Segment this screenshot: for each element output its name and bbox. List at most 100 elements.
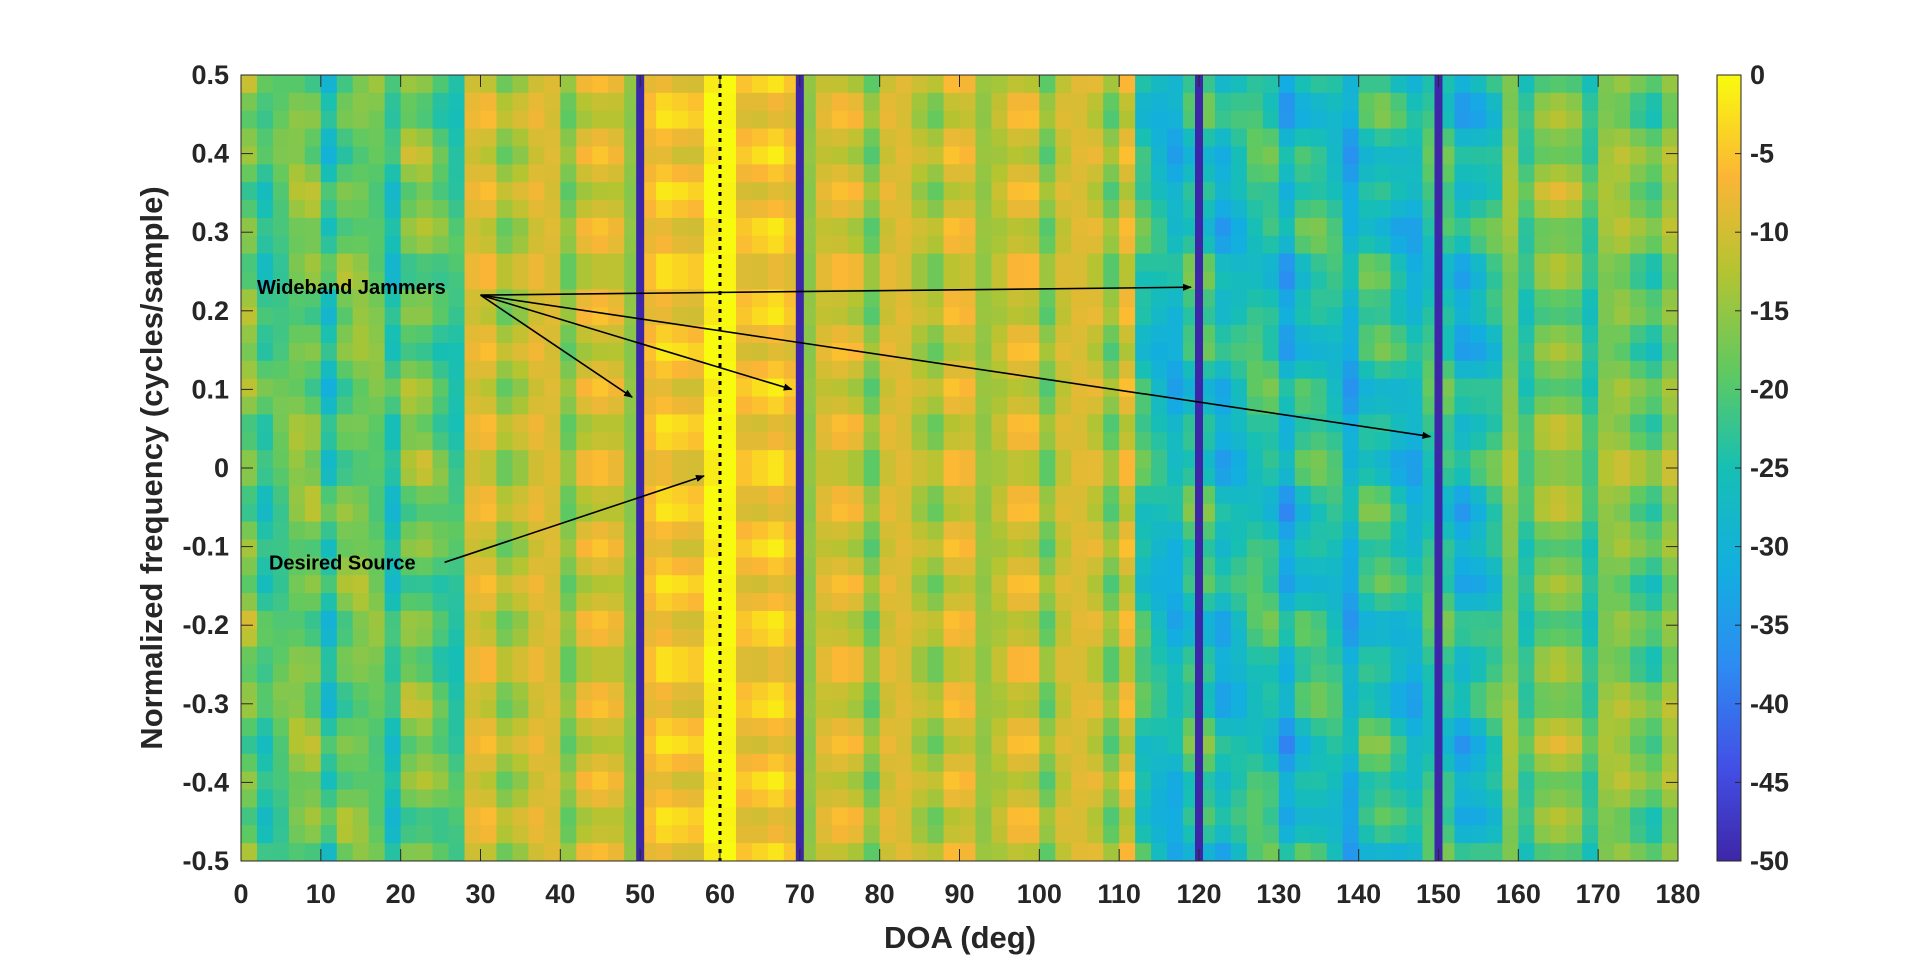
heatmap-cell	[735, 235, 753, 255]
heatmap-cell	[336, 128, 354, 148]
heatmap-cell	[1454, 325, 1472, 344]
heatmap-cell	[1007, 646, 1024, 666]
heatmap-cell	[1518, 789, 1535, 809]
heatmap-cell	[1470, 450, 1487, 469]
x-tick-label: 150	[1416, 879, 1461, 909]
heatmap-cell	[272, 217, 290, 237]
heatmap-cell	[831, 843, 849, 861]
heatmap-cell	[1230, 360, 1248, 380]
heatmap-cell	[1582, 610, 1599, 630]
heatmap-cell	[1518, 503, 1535, 523]
heatmap-cell	[1230, 771, 1248, 791]
heatmap-cell	[1630, 593, 1647, 612]
heatmap-cell	[991, 307, 1008, 326]
heatmap-cell	[1294, 450, 1312, 469]
heatmap-cell	[1646, 735, 1663, 755]
heatmap-cell	[544, 825, 561, 844]
heatmap-cell	[1007, 75, 1024, 94]
heatmap-cell	[1262, 110, 1280, 130]
heatmap-cell	[336, 414, 354, 433]
heatmap-cell	[1055, 325, 1072, 344]
heatmap-cell	[863, 235, 881, 255]
heatmap-cell	[1374, 217, 1392, 237]
heatmap-cell	[1470, 235, 1487, 255]
heatmap-cell	[895, 253, 913, 273]
heatmap-cell	[799, 289, 817, 308]
heatmap-cell	[1518, 843, 1535, 861]
heatmap-cell	[704, 396, 721, 416]
heatmap-cell	[1310, 753, 1328, 773]
heatmap-cell	[352, 307, 370, 326]
heatmap-cell	[1662, 503, 1678, 523]
heatmap-cell	[751, 182, 769, 201]
heatmap-cell	[1374, 628, 1392, 648]
heatmap-cell	[416, 789, 434, 809]
heatmap-cell	[1039, 92, 1056, 112]
heatmap-cell	[368, 75, 386, 94]
heatmap-cell	[1502, 700, 1519, 719]
heatmap-cell	[1007, 325, 1024, 344]
heatmap-cell	[1566, 396, 1583, 416]
heatmap-cell	[1262, 289, 1280, 308]
heatmap-cell	[927, 414, 945, 433]
heatmap-cell	[1278, 539, 1296, 558]
annotation-arrow	[480, 283, 1192, 296]
heatmap-cell	[544, 271, 561, 290]
heatmap-cell	[879, 843, 897, 861]
heatmap-cell	[1167, 825, 1184, 844]
heatmap-cell	[464, 342, 482, 362]
heatmap-cell	[1358, 325, 1376, 344]
heatmap-cell	[1614, 200, 1631, 219]
heatmap-cell	[400, 735, 418, 755]
x-axis-label: DOA (deg)	[884, 920, 1036, 955]
heatmap-cell	[1007, 414, 1024, 433]
heatmap-cell	[1374, 468, 1392, 487]
heatmap-cell	[1502, 128, 1519, 148]
heatmap-cell	[1598, 807, 1615, 826]
heatmap-cell	[1071, 646, 1088, 666]
heatmap-cell	[608, 217, 625, 237]
heatmap-cell	[464, 378, 482, 398]
heatmap-cell	[1294, 146, 1312, 165]
heatmap-cell	[672, 557, 689, 576]
heatmap-cell	[1007, 682, 1024, 701]
heatmap-cell	[384, 432, 402, 451]
heatmap-cell	[815, 92, 833, 112]
heatmap-cell	[720, 807, 737, 826]
heatmap-cell	[1630, 468, 1647, 487]
heatmap-cell	[640, 128, 657, 148]
heatmap-cell	[256, 307, 274, 326]
heatmap-cell	[799, 485, 817, 505]
heatmap-cell	[1390, 342, 1408, 362]
heatmap-cell	[1310, 128, 1328, 148]
heatmap-cell	[1406, 75, 1424, 94]
heatmap-cell	[879, 521, 897, 541]
heatmap-cell	[368, 843, 386, 861]
heatmap-cell	[1342, 468, 1360, 487]
heatmap-cell	[911, 628, 929, 648]
heatmap-cell	[1374, 753, 1392, 773]
heatmap-cell	[1055, 557, 1072, 576]
heatmap-cell	[448, 682, 466, 701]
heatmap-cell	[1119, 610, 1136, 630]
heatmap-cell	[831, 360, 849, 380]
heatmap-cell	[1438, 450, 1456, 469]
heatmap-cell	[384, 450, 402, 469]
heatmap-cell	[384, 235, 402, 255]
heatmap-cell	[320, 414, 338, 433]
heatmap-cell	[1406, 289, 1424, 308]
heatmap-cell	[656, 575, 673, 594]
heatmap-cell	[815, 843, 833, 861]
heatmap-cell	[831, 593, 849, 612]
heatmap-cell	[1390, 110, 1408, 130]
heatmap-cell	[1406, 182, 1424, 201]
heatmap-cell	[767, 700, 785, 719]
heatmap-cell	[1055, 664, 1072, 683]
heatmap-cell	[863, 700, 881, 719]
heatmap-cell	[799, 610, 817, 630]
heatmap-cell	[879, 700, 897, 719]
heatmap-cell	[1294, 771, 1312, 791]
heatmap-cell	[1662, 593, 1678, 612]
heatmap-cell	[384, 593, 402, 612]
heatmap-cell	[320, 610, 338, 630]
